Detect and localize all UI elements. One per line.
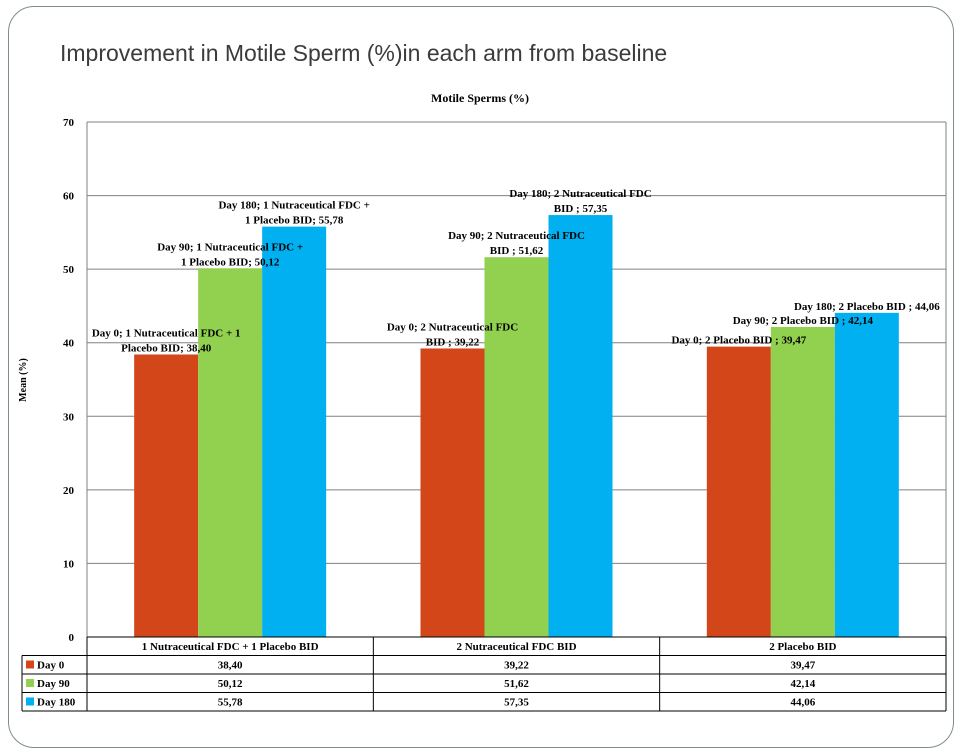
legend-swatch [26, 679, 34, 687]
data-label: 1 Placebo BID; 55,78 [245, 215, 344, 227]
y-axis-label: Mean (%) [18, 358, 29, 402]
motile-sperm-chart: Motile Sperms (%) 0 10 20 30 40 50 60 70 Mean (%)… [18, 91, 947, 712]
category-label: 2 Placebo BID [769, 641, 836, 653]
bar-day-90 [484, 257, 549, 637]
category-label: 1 Nutraceutical FDC + 1 Placebo BID [142, 641, 319, 653]
bar-day-90 [770, 326, 835, 637]
data-label: Day 0; 1 Nutraceutical FDC + 1 [92, 327, 241, 339]
legend-swatch [26, 697, 34, 706]
data-label: BID ; 57,35 [554, 203, 608, 215]
data-label: BID ; 39,22 [426, 336, 480, 348]
bar-day-0 [706, 346, 771, 637]
bar-day-180 [548, 215, 613, 637]
data-label: Day 90; 2 Placebo BID ; 42,14 [733, 315, 874, 327]
legend-label: Day 90 [37, 678, 70, 690]
category-label: 2 Nutraceutical FDC BID [456, 641, 576, 653]
y-tick-label: 60 [63, 191, 75, 203]
y-tick-label: 0 [69, 632, 75, 644]
page-title: Improvement in Motile Sperm (%)in each a… [60, 40, 668, 66]
y-tick-label: 70 [63, 117, 75, 129]
chart-title: Motile Sperms (%) [431, 91, 529, 105]
data-label: Day 180; 2 Nutraceutical FDC [509, 188, 651, 200]
table-value: 39,47 [790, 660, 815, 672]
table-value: 55,78 [218, 697, 243, 709]
data-label: Day 180; 1 Nutraceutical FDC + [218, 200, 369, 212]
bar-day-90 [198, 268, 263, 637]
table-value: 38,40 [218, 660, 243, 672]
bar-day-180 [262, 226, 327, 637]
table-value: 51,62 [504, 678, 529, 690]
data-label: Day 90; 2 Nutraceutical FDC [448, 230, 585, 242]
bar-day-0 [420, 348, 485, 637]
data-label: Day 180; 2 Placebo BID ; 44,06 [794, 301, 940, 313]
bar-day-180 [834, 312, 899, 637]
data-label: BID ; 51,62 [490, 245, 544, 257]
legend-swatch [26, 660, 34, 669]
data-label: 1 Placebo BID; 50,12 [181, 256, 280, 268]
data-label: Placebo BID; 38,40 [121, 342, 212, 354]
table-value: 50,12 [218, 678, 243, 690]
legend-label: Day 0 [37, 660, 65, 672]
table-value: 57,35 [504, 697, 529, 709]
y-tick-label: 10 [63, 558, 75, 570]
y-tick-label: 20 [63, 485, 75, 497]
y-tick-label: 50 [63, 264, 75, 276]
data-label: Day 90; 1 Nutraceutical FDC + [157, 241, 303, 253]
bar-day-0 [134, 354, 199, 637]
legend-label: Day 180 [37, 697, 76, 709]
data-label: Day 0; 2 Nutraceutical FDC [387, 321, 518, 333]
table-value: 42,14 [790, 678, 815, 690]
y-tick-label: 30 [63, 411, 75, 423]
table-value: 44,06 [790, 697, 815, 709]
table-value: 39,22 [504, 660, 529, 672]
y-tick-label: 40 [63, 338, 75, 350]
data-label: Day 0; 2 Placebo BID ; 39,47 [671, 335, 806, 347]
